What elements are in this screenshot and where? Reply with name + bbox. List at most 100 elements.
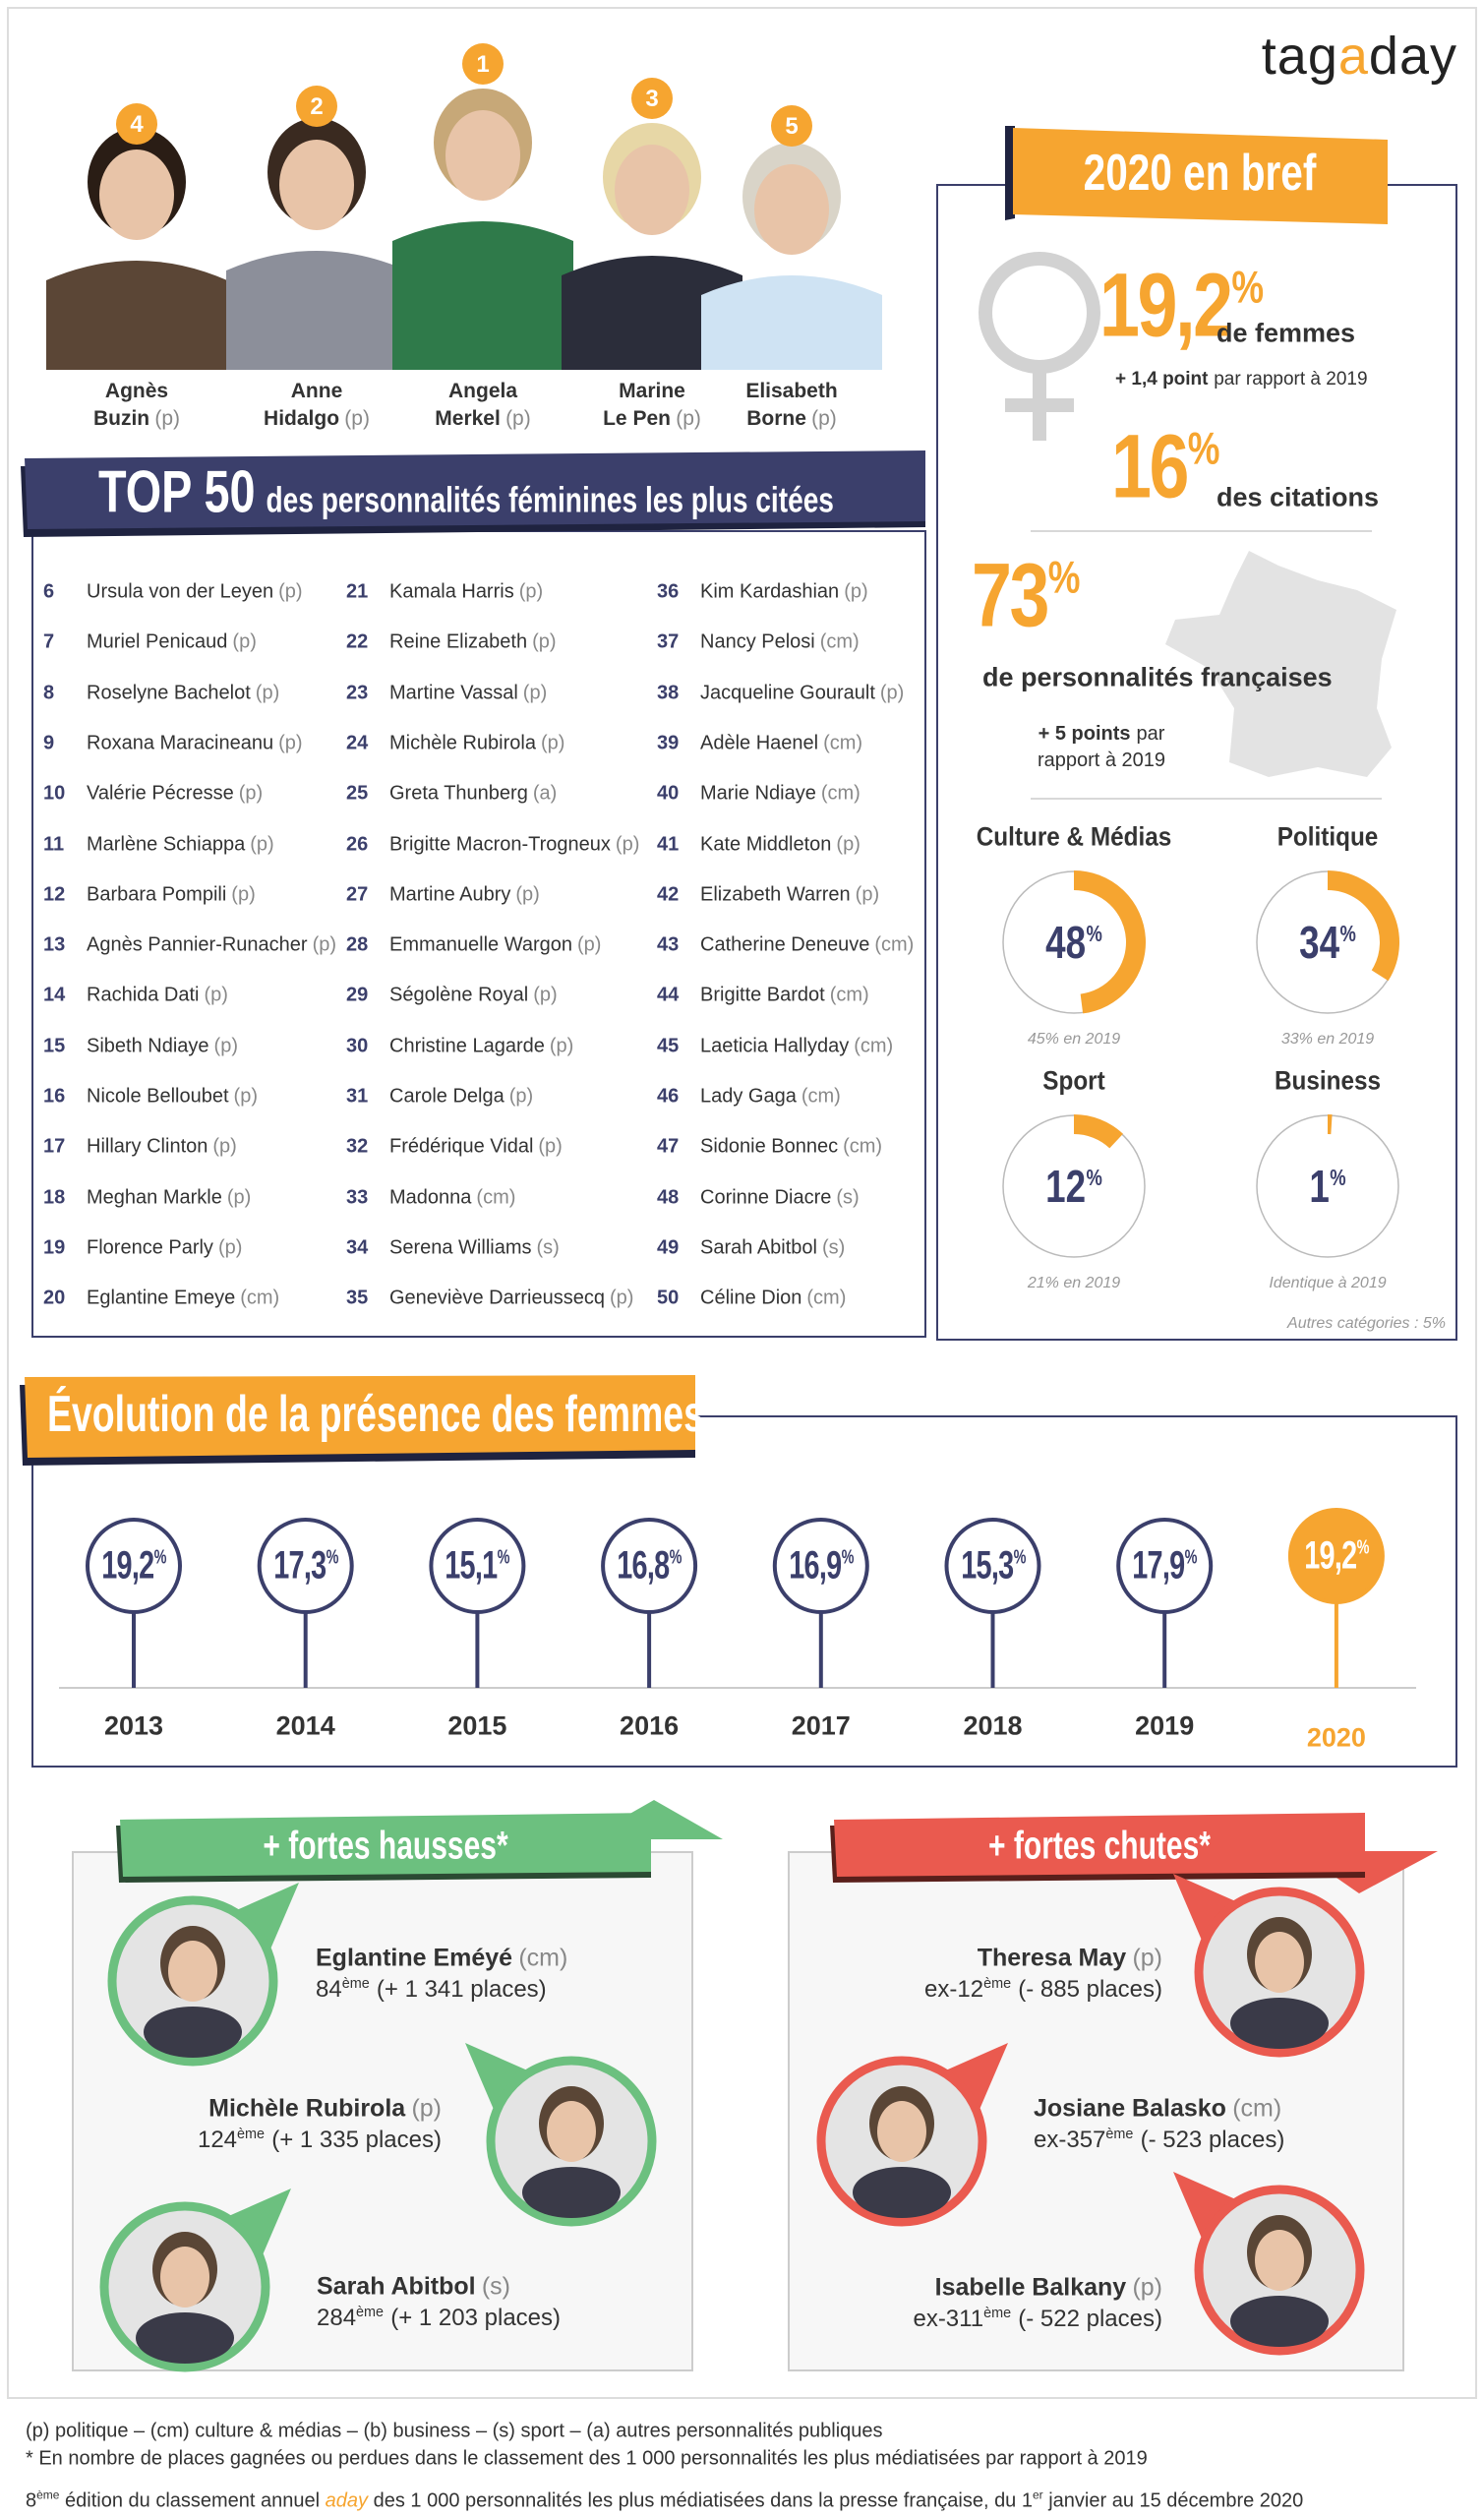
category-tag: (p) [411,2094,442,2123]
category-tag: (p) [1132,2273,1162,2302]
person-name: Geneviève Darrieussecq [389,1287,605,1309]
stat-value: 73% [972,545,1081,646]
person-name: Martine Vassal [389,682,518,704]
category-tag: (p) [212,1135,237,1158]
bref-banner [1013,128,1388,224]
category-tag: (p) [312,933,337,956]
person-name: Greta Thunberg [389,782,528,805]
category-tag: (cm) [476,1186,516,1209]
stat-value: 19,2% [1099,255,1264,356]
last-name: Borne (p) [746,407,837,431]
timeline-value: 16,9% [789,1543,854,1588]
portrait-face [615,145,689,235]
rank: 6 [43,580,55,603]
list-entry: Florence Parly (p) [87,1236,242,1259]
person-name: Isabelle Balkany (p) [935,2274,1162,2303]
category-tag: (p) [505,407,531,430]
person-name: Catherine Deneuve [700,933,870,956]
rank-number: 2 [310,93,324,120]
last-name: Hidalgo (p) [264,407,370,431]
list-entry: Roxana Maracineanu (p) [87,732,303,754]
list-entry: Valérie Pécresse (p) [87,783,263,806]
category-tag: (p) [154,407,181,430]
list-entry: Corinne Diacre (s) [700,1186,860,1209]
rank: 43 [657,933,680,956]
change-text: (- 885 places) [1018,1976,1162,2004]
change-text: (+ 1 335 places) [271,2127,442,2154]
list-entry: Marie Ndiaye (cm) [700,783,861,806]
person-name: Roxana Maracineanu [87,732,274,754]
list-entry: Roselyne Bachelot (p) [87,682,279,704]
category-tag: (p) [250,833,274,855]
brand: aday [325,2489,369,2512]
list-entry: Kamala Harris (p) [389,581,543,604]
donut-arc [1073,870,1146,1014]
rank-change: 84ème (+ 1 341 places) [316,1976,547,2004]
timeline-circle [429,1518,526,1614]
previous-year: 45% en 2019 [1027,1031,1121,1048]
rank-change: ex-357ème (- 523 places) [1034,2127,1284,2154]
timeline-circle [944,1518,1041,1614]
person-name: Roselyne Bachelot [87,682,251,704]
rank: 39 [657,732,680,754]
category-tag: (p) [217,1236,243,1259]
banner-shadow [1005,126,1015,220]
timeline-year: 2013 [103,1710,164,1741]
person-name: Meghan Markle [87,1186,222,1209]
category-tag: (p) [518,580,544,603]
rises-title: + fortes hausses* [263,1824,508,1868]
list-entry: Ségolène Royal (p) [389,985,558,1007]
change-text: (+ 1 203 places) [390,2305,562,2332]
rank-number: 5 [785,113,799,140]
category-tag: (cm) [801,1085,841,1108]
rank: 24 [346,732,369,754]
person-name: Sidonie Bonnec [700,1135,839,1158]
list-entry: Kate Middleton (p) [700,833,861,856]
bubble-tail [224,2188,291,2257]
rank: 31 [346,1085,369,1108]
change-text: (- 522 places) [1018,2306,1162,2333]
person-name: Kate Middleton [700,833,832,855]
top50-banner [25,450,925,529]
rank-change: ex-311ème (- 522 places) [913,2306,1162,2333]
rank-text: ex-311 [913,2306,984,2333]
bubble-tail [465,2043,532,2112]
rank: 41 [657,833,680,855]
category-tag: (cm) [806,1287,847,1309]
portrait-body [562,256,742,370]
list-entry: Muriel Penicaud (p) [87,631,257,654]
photo-body [1230,1998,1329,2049]
rank: 25 [346,782,369,805]
person-name: Valérie Pécresse [87,782,234,805]
photo-body [136,2312,234,2364]
person-name: Madonna [389,1186,472,1209]
rank-change: 284ème (+ 1 203 places) [317,2305,561,2332]
bubble-tail [941,2043,1008,2112]
name-text: Theresa May [977,1944,1127,1972]
list-entry: Lady Gaga (cm) [700,1086,841,1109]
first-name: Anne [290,380,343,402]
portrait-body [46,261,227,370]
list-entry: Martine Aubry (p) [389,883,540,906]
rank: 30 [346,1035,369,1057]
rank: 18 [43,1186,66,1209]
category-tag: (s) [836,1186,860,1209]
rank: 15 [43,1035,66,1057]
portrait-body [392,221,573,370]
last-name-text: Hidalgo [264,407,340,430]
person-name: Reine Elizabeth [389,630,528,653]
timeline-year: 2019 [1135,1710,1195,1741]
edition-suffix: ème [36,2488,60,2502]
category-tag: (cm) [829,984,869,1006]
category-tag: (p) [676,407,701,430]
category-tag: (s) [536,1236,560,1259]
timeline-circle [772,1518,869,1614]
timeline-year: 2016 [620,1710,680,1741]
category-name: Sport [1042,1065,1105,1096]
category-tag: (p) [508,1085,534,1108]
list-entry: Nicole Belloubet (p) [87,1086,258,1109]
donut-label: 48% [1045,917,1102,968]
list-entry: Sidonie Bonnec (cm) [700,1136,882,1159]
rank: 27 [346,883,369,906]
list-entry: Frédérique Vidal (p) [389,1136,563,1159]
